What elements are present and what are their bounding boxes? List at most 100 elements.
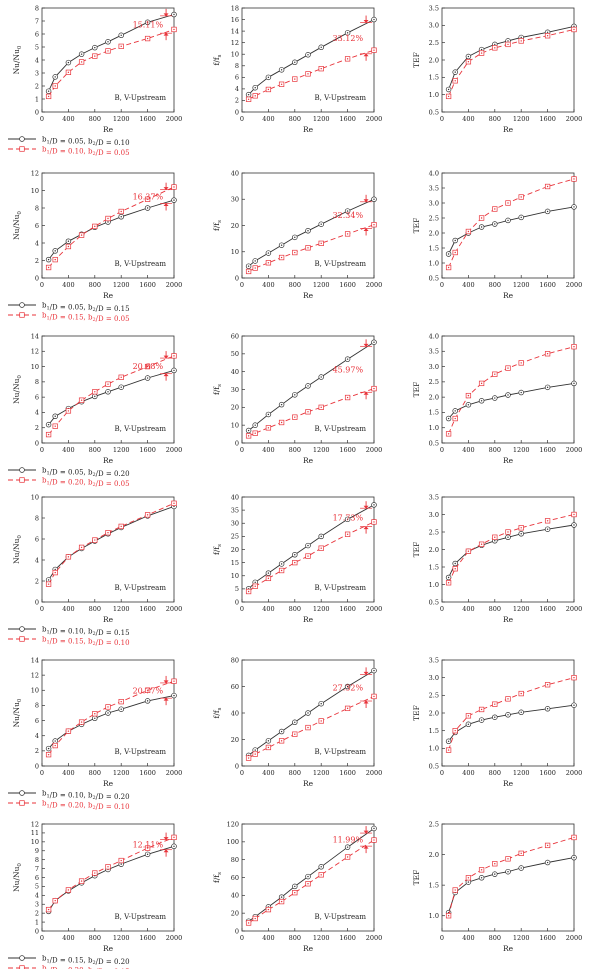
x-axis-label: Re [103,125,114,134]
data-point-dot [48,579,49,580]
annotation-percentage: 16.37% [133,193,164,202]
data-point-dot [547,353,548,354]
data-point-dot [347,397,348,398]
x-tick-label: 2000 [566,281,583,289]
data-point-dot [268,427,269,428]
case-label: B, V-Upstream [315,94,367,102]
data-point-dot [468,877,469,878]
annotation-percentage: 12.11% [133,841,164,850]
x-tick-label: 400 [462,446,474,454]
data-point-dot [68,241,69,242]
data-point-dot [248,435,249,436]
data-point-dot [573,383,574,384]
x-tick-label: 1600 [339,281,356,289]
data-point-dot [107,50,108,51]
data-point-dot [521,37,522,38]
y-axis-label-subscript: s [217,220,223,223]
data-point-dot [48,754,49,755]
y-tick-label: 1.0 [429,581,439,589]
data-point-dot [94,396,95,397]
y-tick-label: 3.0 [429,674,439,682]
data-point-dot [121,860,122,861]
y-tick-label: 14 [31,656,39,664]
data-point-dot [68,72,69,73]
series-line-1 [49,506,174,580]
data-point-dot [281,244,282,245]
plot-frame [442,824,574,931]
data-point-dot [248,99,249,100]
y-tick-label: 0.5 [429,439,439,447]
x-axis-label: Re [103,944,114,953]
y-tick-label: 1.0 [429,91,439,99]
y-tick-label: 0 [235,274,239,282]
y-tick-label: 1.5 [429,74,439,82]
x-tick-label: 400 [462,605,474,613]
data-point-dot [94,391,95,392]
data-point-dot [521,533,522,534]
y-tick-label: 2.5 [429,214,439,222]
data-point-dot [521,362,522,363]
data-point-dot [573,524,574,525]
legend-text: /D = 0.10, [50,147,88,155]
plot-frame [442,173,574,278]
y-tick-label: 10 [31,838,39,846]
data-point-dot [307,385,308,386]
legend-marker-square [20,147,25,152]
y-axis-label-main: TEF [412,542,421,558]
data-point-dot [481,52,482,53]
data-point-dot [48,583,49,584]
x-tick-label: 1600 [539,115,556,123]
x-tick-label: 400 [62,769,74,777]
y-tick-label: 10 [231,248,239,256]
legend-marker-circle [20,468,25,473]
x-axis-label: Re [503,456,514,465]
data-point-dot [507,394,508,395]
y-tick-label: 3.0 [429,363,439,371]
data-point-dot [573,677,574,678]
data-point-dot [507,40,508,41]
data-point-dot [281,84,282,85]
y-tick-label: 6 [35,30,39,38]
data-point-dot [347,58,348,59]
y-axis-label-main: TEF [412,870,421,886]
data-point-dot [507,44,508,45]
y-tick-label: 1.0 [429,912,439,920]
data-point-dot [321,376,322,377]
panel-r4-c2: 0 400 800 1200 1600 2000Re0.51.01.52.02.53.03… [412,656,582,788]
data-point-dot [48,267,49,268]
y-tick-label: 30 [231,520,239,528]
data-point-dot [81,721,82,722]
y-tick-label: 1.0 [429,745,439,753]
x-tick-label: 2000 [166,605,183,613]
data-point-dot [347,708,348,709]
data-point-dot [68,62,69,63]
data-point-dot [321,47,322,48]
data-point-dot [373,839,374,840]
x-tick-label: 2000 [366,115,383,123]
data-point-dot [573,837,574,838]
data-point-dot [55,425,56,426]
data-point-dot [455,410,456,411]
data-point-dot [94,718,95,719]
panel-r1-c2: 0 400 800 1200 1600 2000Re0.51.01.52.02.53.03… [412,169,582,300]
data-point-dot [107,218,108,219]
series-line-1 [49,696,174,749]
data-point-dot [373,696,374,697]
y-tick-label: 0.5 [429,762,439,770]
x-tick-label: 400 [262,281,274,289]
x-tick-label: 1600 [139,769,156,777]
data-point-dot [281,404,282,405]
data-point-dot [321,866,322,867]
data-point-dot [347,846,348,847]
x-tick-label: 800 [89,115,101,123]
data-point-dot [494,717,495,718]
legend-text: /D = 0.15 [96,629,130,637]
data-point-dot [173,506,174,507]
data-point-dot [121,387,122,388]
panel-r4-c1: 0 400 800 1200 1600 2000 Re 0 20 40 60 80 f/fs 27.32%… [212,656,382,788]
data-point-dot [48,424,49,425]
data-point-dot [547,211,548,212]
data-point-dot [107,391,108,392]
case-label: B, V-Upstream [115,913,167,921]
data-point-dot [294,722,295,723]
